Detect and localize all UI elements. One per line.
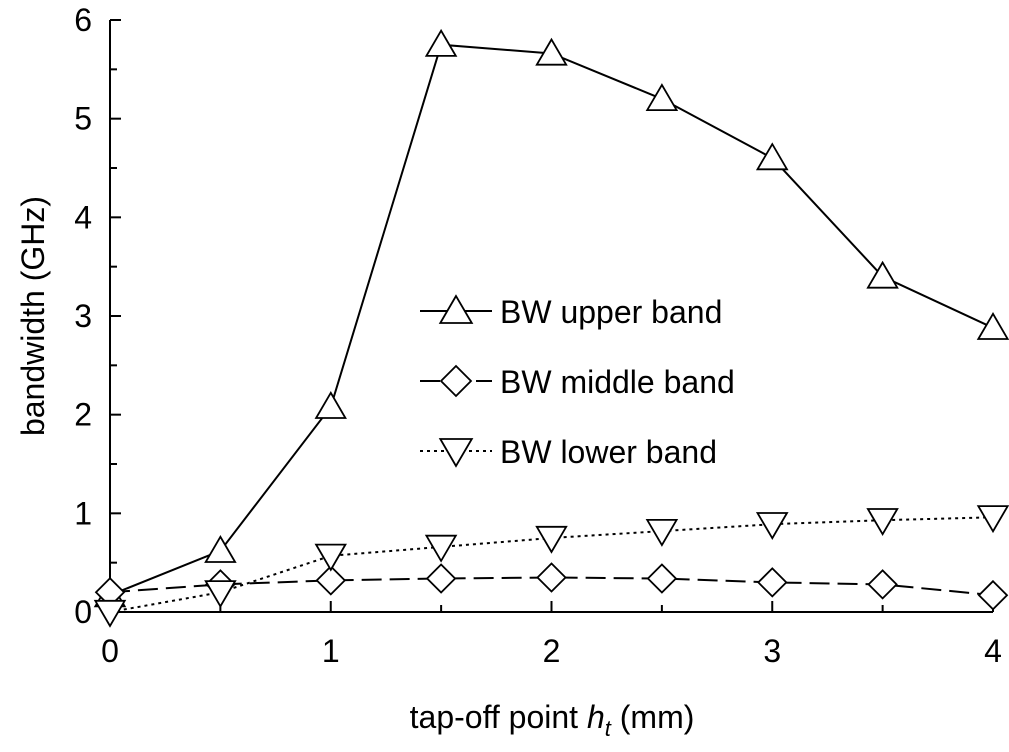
data-point bbox=[536, 562, 567, 593]
series-triangle-up bbox=[93, 28, 1009, 608]
data-point bbox=[755, 512, 789, 540]
x-tick-label: 0 bbox=[101, 633, 119, 669]
data-point bbox=[93, 599, 127, 628]
legend-item: BW lower band bbox=[420, 434, 717, 470]
data-point bbox=[535, 525, 568, 554]
x-axis-title: tap-off point ht (mm) bbox=[410, 699, 695, 741]
data-point bbox=[425, 563, 457, 594]
legend-item: BW middle band bbox=[420, 364, 735, 400]
data-point bbox=[646, 563, 678, 594]
axes: 0 1 2 3 4 5 6 0 1 2 3 4 bbox=[74, 2, 1002, 669]
data-point bbox=[866, 508, 899, 536]
data-point bbox=[867, 569, 898, 600]
legend-marker bbox=[439, 364, 473, 398]
data-point bbox=[977, 579, 1009, 611]
data-point bbox=[976, 312, 1009, 340]
x-axis-title-symbol: h bbox=[587, 699, 605, 735]
data-point bbox=[755, 142, 789, 171]
series-diamond bbox=[94, 562, 1009, 611]
data-point bbox=[866, 260, 899, 289]
y-tick-label: 3 bbox=[74, 298, 92, 334]
y-tick-label: 4 bbox=[74, 199, 92, 235]
y-tick-label: 5 bbox=[74, 101, 92, 137]
data-point bbox=[314, 543, 347, 572]
data-point bbox=[314, 391, 347, 419]
x-tick-label: 2 bbox=[543, 633, 561, 669]
data-point bbox=[645, 519, 679, 547]
legend-marker bbox=[438, 438, 474, 468]
series-line bbox=[109, 576, 994, 597]
legend-item: BW upper band bbox=[420, 294, 722, 330]
x-tick-label: 4 bbox=[984, 633, 1002, 669]
plot-area bbox=[93, 28, 1009, 628]
x-tick-label: 1 bbox=[322, 633, 340, 669]
data-point bbox=[204, 535, 237, 563]
data-point bbox=[204, 580, 237, 609]
y-axis-title: bandwidth (GHz) bbox=[15, 196, 51, 436]
y-tick-label: 2 bbox=[74, 397, 92, 433]
legend-label: BW upper band bbox=[500, 294, 722, 330]
y-tick-label: 1 bbox=[74, 495, 92, 531]
x-axis-title-text: tap-off point bbox=[410, 699, 579, 735]
series-triangle-down bbox=[93, 505, 1009, 628]
data-point bbox=[424, 534, 458, 563]
x-axis-title-unit: (mm) bbox=[620, 699, 695, 735]
data-point bbox=[424, 28, 458, 57]
legend-label: BW lower band bbox=[500, 434, 717, 470]
legend-marker bbox=[438, 294, 474, 324]
legend: BW upper band BW middle band BW lower band bbox=[420, 294, 735, 470]
data-point bbox=[315, 565, 347, 596]
y-tick-label: 0 bbox=[74, 594, 92, 630]
data-point bbox=[645, 83, 679, 111]
x-axis-title-subscript: t bbox=[605, 716, 612, 741]
legend-label: BW middle band bbox=[500, 364, 735, 400]
x-tick-label: 3 bbox=[763, 633, 781, 669]
data-point bbox=[757, 567, 788, 598]
y-tick-label: 6 bbox=[74, 2, 92, 38]
data-point bbox=[976, 505, 1009, 534]
data-point bbox=[535, 37, 568, 66]
